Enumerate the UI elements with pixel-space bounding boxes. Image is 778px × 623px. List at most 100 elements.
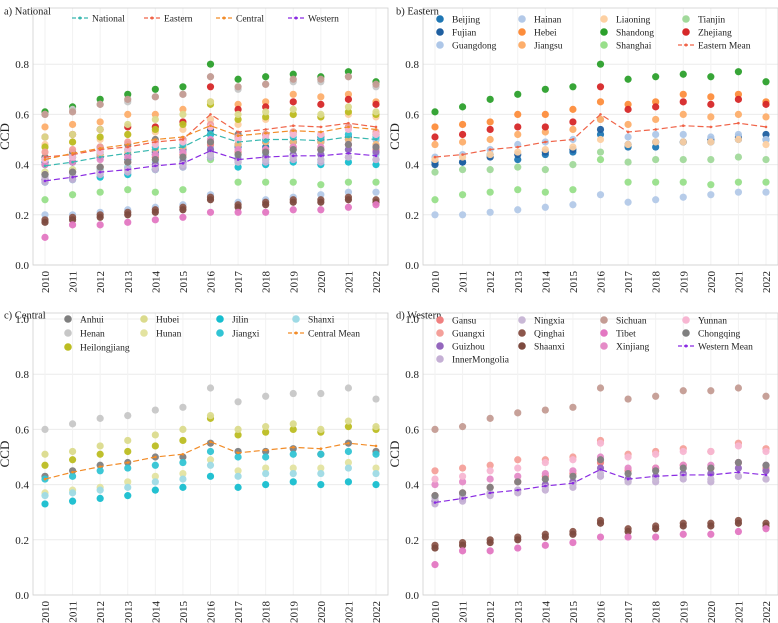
point-liaoning-2013 [514,148,522,156]
point-hebei-2010 [431,123,439,131]
x-tick-label: 2010 [430,601,442,623]
point-heilongjiang-2010 [41,461,49,469]
point-tibet-2020 [707,530,715,538]
point-sichuan-2016 [206,73,215,81]
legend-label: Jiangsu [534,42,563,52]
legend-label: Zhejiang [698,29,732,39]
point-shaanxi-2014 [541,533,549,541]
legend-item-xinjiang: Xinjiang [600,342,649,353]
point-heilongjiang-2021 [344,423,353,431]
point-beijing-2013 [514,155,522,164]
point-tianjin-2016 [596,148,605,156]
point-hebei-2018 [652,98,660,106]
point-chongqing-2015 [569,472,577,480]
point-sichuan-2019 [289,75,297,83]
legend-label: Gansu [452,317,477,327]
legend-item-central-mean: Central Mean [288,330,360,340]
point-shandong-2012 [486,95,494,103]
point-xinjiang-2011 [458,478,467,486]
point-yunnan-2018 [262,133,270,141]
point-shanxi-2014 [151,478,159,486]
point-liaoning-2019 [289,138,297,146]
point-hainan-2019 [679,193,687,201]
point-shanghai-2011 [68,191,77,199]
x-tick-label: 2013 [123,601,135,623]
legend-swatch-dot [294,16,298,20]
point-tibet-2012 [96,221,104,229]
point-zhejiang-2021 [734,95,743,103]
legend-label: Shandong [616,29,654,39]
y-tick-label: 0.0 [405,590,419,602]
legend-item-central: Central [216,15,264,25]
point-yunnan-2020 [317,130,325,139]
point-sichuan-2012 [96,100,104,108]
legend-item-zhejiang: Zhejiang [682,28,732,39]
point-guangxi-2011 [458,464,467,472]
legend-item-sichuan: Sichuan [600,316,647,327]
point-hubei-2012 [96,125,104,134]
y-tick-label: 0.2 [405,535,419,547]
point-tibet-2018 [652,533,660,541]
point-heilongjiang-2012 [96,133,104,141]
line-point-national-2018 [264,138,267,141]
point-hebei-2017 [234,100,242,108]
point-liaoning-2019 [679,138,687,146]
x-tick-label: 2019 [288,271,300,294]
point-fujian-2016 [596,125,605,134]
x-tick-label: 2017 [623,271,635,294]
point-liaoning-2017 [624,140,632,149]
point-hubei-2020 [317,110,325,118]
y-tick-label: 0.8 [15,369,29,381]
point-hebei-2015 [179,105,187,113]
line-point-central-mean-2016 [209,440,212,444]
point-shandong-2015 [179,83,187,91]
point-shanghai-2019 [679,178,687,186]
point-sichuan-2018 [652,392,660,400]
point-shanghai-2010 [41,196,49,204]
point-sichuan-2020 [707,387,715,395]
point-jilin-2016 [206,472,215,480]
point-chongqing-2015 [179,153,187,161]
point-anhui-2015 [179,453,187,461]
point-tibet-2019 [289,206,297,214]
y-tick-label: 0.4 [405,480,419,492]
point-jiangxi-2014 [151,461,159,469]
legend-label: InnerMongolia [452,356,510,366]
point-zhejiang-2010 [431,133,439,141]
point-ningxia-2017 [234,158,242,166]
legend-item-ningxia: Ningxia [518,316,565,327]
legend-item-guangxi: Guangxi [436,329,485,340]
x-tick-label: 2012 [485,601,497,623]
line-point-eastern-2013 [126,145,130,149]
point-jilin-2018 [262,481,270,489]
line-point-central-mean-2022 [374,444,378,448]
line-point-eastern-2020 [319,125,323,129]
x-tick-label: 2017 [623,601,635,623]
x-tick-label: 2013 [513,271,525,294]
point-shaanxi-2016 [596,519,605,527]
legend-label: Fujian [452,29,477,39]
point-jiangsu-2017 [234,120,242,129]
line-point-central-2016 [209,124,212,127]
point-heilongjiang-2017 [234,431,242,439]
point-shandong-2016 [206,60,215,68]
point-hubei-2014 [151,115,159,124]
point-hubei-2019 [289,105,297,113]
point-heilongjiang-2019 [289,110,297,118]
point-xinjiang-2017 [234,145,242,154]
point-guangdong-2021 [734,130,743,139]
point-hainan-2021 [344,188,353,196]
point-yunnan-2022 [762,447,770,456]
point-jiangsu-2014 [541,128,549,136]
line-point-national-2015 [181,145,185,149]
legend-label: Yunnan [698,317,727,327]
point-ningxia-2020 [707,475,715,483]
point-jiangxi-2020 [317,450,325,458]
point-shanxi-2015 [179,475,187,483]
point-shaanxi-2011 [68,216,77,224]
point-tibet-2017 [234,208,242,216]
line-point-western-mean-2013 [516,488,520,492]
point-jiangxi-2011 [68,472,77,480]
point-hebei-2019 [289,90,297,98]
x-tick-label: 2020 [316,271,328,294]
